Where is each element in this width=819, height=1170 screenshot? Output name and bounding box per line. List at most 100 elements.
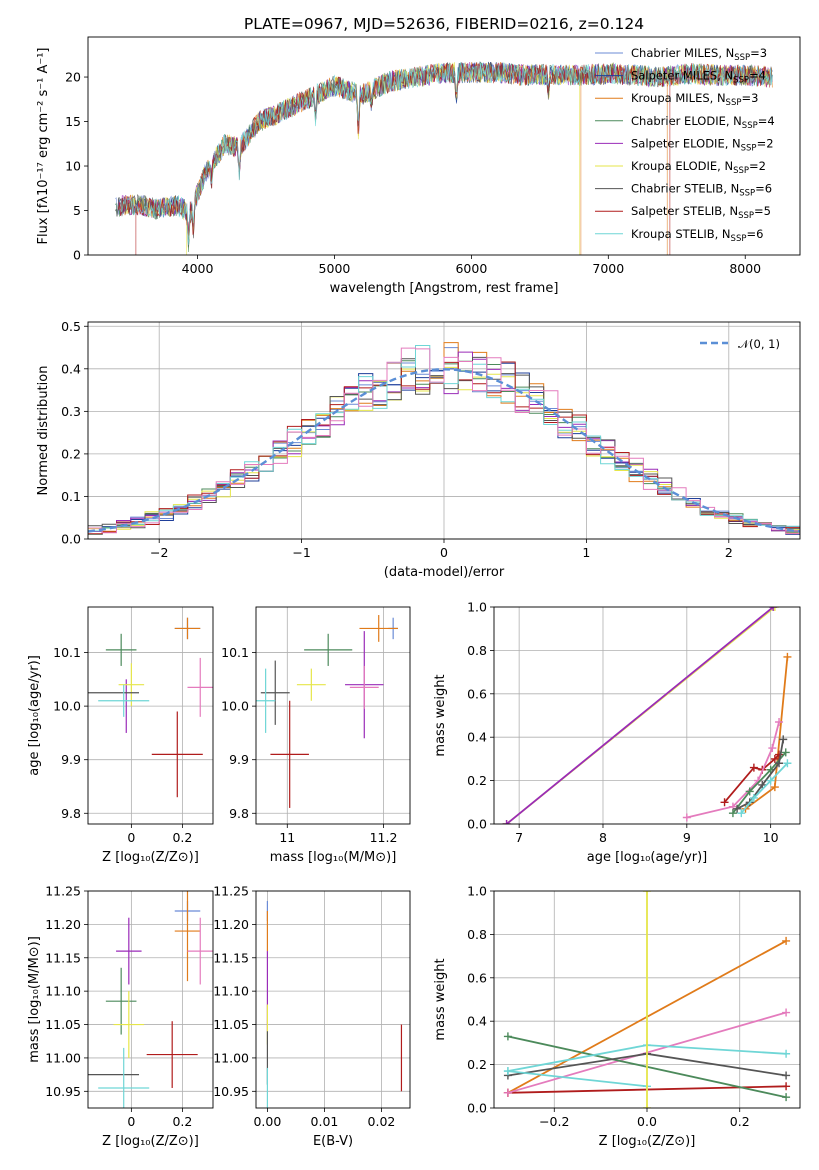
weight-marker xyxy=(782,936,791,945)
weight-line-chabrier-elodie xyxy=(732,751,787,814)
age_vs_mass-ytick-label: 10.0 xyxy=(221,699,249,714)
residuals-ytick-label: 0.5 xyxy=(61,319,81,334)
mass_weight_vs_age-xtick-label: 10 xyxy=(763,830,779,845)
age_vs_Z-xtick-label: 0 xyxy=(127,830,135,845)
mass_weight_vs_age-ytick-label: 0.8 xyxy=(467,643,487,658)
mass_weight_vs_Z-frame xyxy=(493,890,801,1109)
legend-sub: SSP xyxy=(739,189,755,199)
mass_weight_vs_Z-ytick-label: 0.6 xyxy=(467,970,487,985)
age_vs_Z-ytick-label: 9.8 xyxy=(61,806,81,821)
legend-value: =3 xyxy=(750,46,767,60)
legend-text: Salpeter ELODIE, N xyxy=(631,136,741,150)
age_vs_mass-xtick-label: 11.2 xyxy=(370,830,398,845)
mass_vs_ebv-xtick-label: 0.00 xyxy=(253,1114,281,1129)
weight-marker xyxy=(782,1071,791,1080)
mass_vs_Z-ytick-label: 11.15 xyxy=(45,950,81,965)
mass_vs_Z-ytick-label: 11.10 xyxy=(45,984,81,999)
age_vs_mass-xtick-label: 11 xyxy=(279,830,295,845)
mass_vs_ebv-xlabel: E(B-V) xyxy=(313,1134,353,1149)
mass_weight_vs_Z-xtick-label: 0.0 xyxy=(637,1114,657,1129)
mass_vs_Z-xtick-label: 0.2 xyxy=(172,1114,192,1129)
mass_weight_vs_Z-xtick-label: −0.2 xyxy=(539,1114,569,1129)
age_vs_Z-ytick-label: 10.1 xyxy=(53,645,81,660)
mass_vs_ebv-frame xyxy=(255,890,411,1109)
legend-sub: SSP xyxy=(733,76,749,86)
residuals-ytick-label: 0.1 xyxy=(61,489,81,504)
weight-marker xyxy=(782,1082,791,1091)
legend-sub: SSP xyxy=(742,121,758,131)
mass_weight_vs_Z-ytick-label: 1.0 xyxy=(467,884,487,899)
weight-marker xyxy=(768,744,777,753)
legend-value: =2 xyxy=(749,159,766,173)
residuals-plot-area xyxy=(88,342,800,535)
spectrum-ytick-label: 15 xyxy=(65,114,81,129)
weight-marker xyxy=(502,820,511,824)
weight-marker xyxy=(781,748,790,757)
residuals-xtick-label: −1 xyxy=(292,545,310,560)
age_vs_Z-ylabel: age [log₁₀(age/yr)] xyxy=(27,655,42,776)
legend-sub: SSP xyxy=(733,166,749,176)
age_vs_mass-xlabel: mass [log₁₀(M/M⊙)] xyxy=(270,850,397,865)
weight-marker xyxy=(758,780,767,789)
mass_vs_ebv-ytick-label: 10.95 xyxy=(213,1084,249,1099)
legend-value: =5 xyxy=(754,204,771,218)
mass_weight_vs_age-frame xyxy=(493,606,801,825)
mass_vs_ebv-ytick-label: 11.15 xyxy=(213,950,249,965)
spectrum-ytick-label: 20 xyxy=(65,70,81,85)
age_vs_Z-xtick-label: 0.2 xyxy=(172,830,192,845)
legend-value: =2 xyxy=(757,136,774,150)
legend-text: Kroupa STELIB, N xyxy=(631,227,731,241)
weight-marker xyxy=(770,607,779,611)
mass_weight_vs_age-panel: 7 8 9 10 0.0 0.2 0.4 0.6 0.8 1.0 age [log₁₀(age/yr… xyxy=(433,600,801,865)
legend-entry: Chabrier STELIB, NSSP=6 xyxy=(631,182,772,199)
weight-marker xyxy=(783,652,792,661)
weight-marker xyxy=(749,763,758,772)
residuals-xtick-label: 2 xyxy=(725,545,733,560)
mass_vs_Z-xtick-label: 0 xyxy=(127,1114,135,1129)
mass_vs_ebv-ytick-label: 11.10 xyxy=(213,984,249,999)
spectrum-ylabel: Flux [fλ10⁻¹⁷ erg cm⁻² s⁻¹ A⁻¹] xyxy=(36,48,51,245)
weight-marker xyxy=(749,793,758,802)
mass_vs_ebv-panel: 0.00 0.01 0.02 10.95 11.00 11.05 11.10 11.15 11.… xyxy=(213,884,411,1149)
legend-text: Kroupa MILES, N xyxy=(631,91,726,105)
legend-text: Chabrier STELIB, N xyxy=(631,182,739,196)
weight-line-kroupa-stelib-b xyxy=(507,1070,648,1088)
weight-marker xyxy=(779,735,788,744)
age_vs_Z-xlabel: Z [log₁₀(Z/Z⊙)] xyxy=(102,850,199,865)
residuals-ylabel: Normed distribution xyxy=(36,366,51,496)
legend-sub: SSP xyxy=(734,53,750,63)
mass_vs_ebv-ytick-label: 11.00 xyxy=(213,1050,249,1065)
legend-value: =3 xyxy=(741,91,758,105)
mass_weight_vs_age-ytick-label: 0.0 xyxy=(467,817,487,832)
residuals-ytick-label: 0.2 xyxy=(61,446,81,461)
spectrum-xlabel: wavelength [Angstrom, rest frame] xyxy=(330,281,559,296)
weight-line-salpeter-elodie xyxy=(506,607,774,824)
legend-entry: Kroupa ELODIE, NSSP=2 xyxy=(631,159,766,176)
mass_vs_Z-ytick-label: 11.05 xyxy=(45,1017,81,1032)
residuals-ytick-label: 0.0 xyxy=(61,532,81,547)
mass_vs_Z-ytick-label: 10.95 xyxy=(45,1084,81,1099)
legend-entry: Kroupa MILES, NSSP=3 xyxy=(631,91,758,108)
mass_vs_ebv-xtick-label: 0.02 xyxy=(368,1114,396,1129)
mass_weight_vs_Z-ylabel: mass weight xyxy=(433,958,448,1040)
normal-curve xyxy=(88,368,800,533)
mass_vs_ebv-xtick-label: 0.01 xyxy=(311,1114,339,1129)
legend-value: =4 xyxy=(749,69,766,83)
spectrum-xtick-label: 6000 xyxy=(455,261,487,276)
legend-entry: Chabrier MILES, NSSP=3 xyxy=(631,46,767,63)
weight-line-kroupa-stelib xyxy=(740,762,789,814)
weight-marker xyxy=(782,1008,791,1017)
mass_weight_vs_age-plot-area xyxy=(502,607,792,824)
weight-marker xyxy=(503,1067,512,1076)
mass_vs_ebv-plot-area xyxy=(266,901,403,1108)
legend-value: =4 xyxy=(758,114,775,128)
mass_weight_vs_Z-ytick-label: 0.4 xyxy=(467,1014,487,1029)
weight-marker xyxy=(775,759,784,768)
weight-marker xyxy=(745,787,754,796)
legend-value: =6 xyxy=(746,227,763,241)
weight-marker xyxy=(775,750,784,759)
legend-entry: 𝒩(0, 1) xyxy=(738,337,780,351)
mass_vs_Z-ytick-label: 11.20 xyxy=(45,917,81,932)
mass_weight_vs_age-xtick-label: 9 xyxy=(683,830,691,845)
legend-text: Salpeter MILES, N xyxy=(631,69,733,83)
